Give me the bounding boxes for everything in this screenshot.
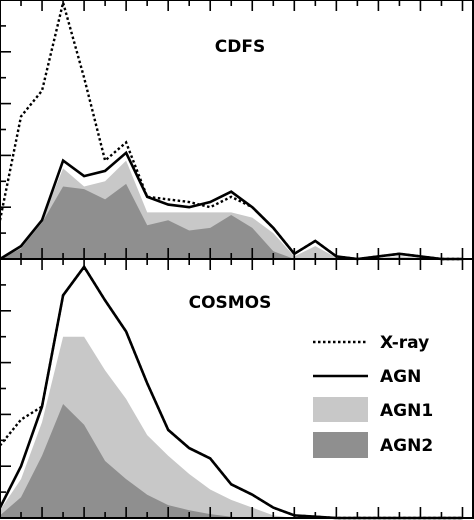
legend-swatch-agn1 [313, 397, 368, 422]
panel-cdfs: CDFS [0, 0, 474, 261]
area-agn2-cosmos [0, 404, 463, 518]
legend: X-ray AGN AGN1 AGN2 [313, 333, 433, 458]
legend-label-agn: AGN [380, 367, 421, 387]
ticks-cosmos [0, 259, 464, 518]
line-xray-cdfs [0, 0, 463, 261]
legend-label-xray: X-ray [380, 333, 429, 353]
panel-title-cosmos: COSMOS [189, 293, 272, 313]
line-agn-cdfs [0, 150, 463, 261]
plot-area-cdfs [0, 0, 463, 261]
legend-item-agn2: AGN2 [313, 432, 433, 458]
area-agn2-cdfs [0, 183, 463, 259]
panel-frame-cosmos [0, 258, 474, 519]
ticks-cdfs [0, 0, 464, 259]
legend-swatch-agn2 [313, 432, 368, 458]
panel-title-cdfs: CDFS [215, 37, 265, 57]
legend-item-agn1: AGN1 [313, 397, 433, 422]
legend-label-agn1: AGN1 [380, 401, 433, 421]
legend-item-agn: AGN [313, 367, 421, 387]
legend-item-xray: X-ray [313, 333, 429, 353]
legend-label-agn2: AGN2 [380, 436, 433, 456]
panel-cosmos: COSMOS X-ray AGN AGN1 AGN2 [0, 258, 474, 520]
